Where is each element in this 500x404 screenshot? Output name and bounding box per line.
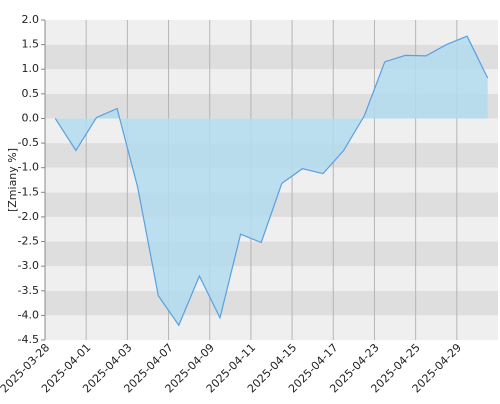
- grid-band: [45, 315, 498, 340]
- y-tick-label: 1.0: [22, 62, 40, 75]
- area: [55, 36, 488, 326]
- y-tick-label: 0.5: [22, 87, 40, 100]
- y-tick-label: -4.5: [18, 333, 39, 346]
- y-axis-label: [Zmiany %]: [6, 148, 19, 212]
- line: [54, 35, 489, 327]
- y-tick-label: 0.0: [22, 111, 40, 124]
- y-tick-label: -1.0: [18, 161, 39, 174]
- y-tick-label: -1.5: [18, 185, 39, 198]
- y-tick-label: -0.5: [18, 136, 39, 149]
- y-tick-label: 2.0: [22, 13, 40, 26]
- grid-band: [45, 216, 498, 242]
- y-tick-label: -2.5: [18, 235, 39, 248]
- grid-band: [45, 20, 498, 45]
- y-tick-label: -2.0: [18, 210, 39, 223]
- y-tick-label: -3.0: [18, 259, 39, 272]
- y-tick-label: -4.0: [18, 308, 39, 321]
- y-tick-label: -3.5: [18, 284, 39, 297]
- grid-band: [45, 290, 498, 316]
- grid-band: [45, 266, 498, 291]
- y-tick-label: 1.5: [22, 38, 40, 51]
- grid-band: [45, 241, 498, 267]
